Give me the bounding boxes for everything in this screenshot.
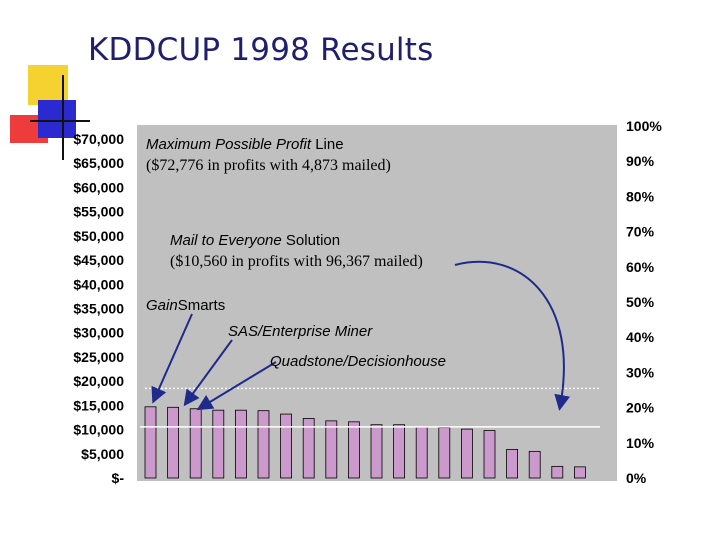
right-tick-label: 90% (626, 153, 655, 169)
left-tick-label: $35,000 (73, 301, 124, 317)
right-tick-label: 80% (626, 188, 655, 204)
quadstone-label: Quadstone/Decisionhouse (270, 353, 446, 370)
right-tick-label: 100% (626, 118, 662, 134)
left-tick-label: $55,000 (73, 204, 124, 220)
right-tick-label: 10% (626, 435, 655, 451)
bar (189, 408, 202, 479)
bar (438, 427, 451, 479)
max-profit-detail: ($72,776 in profits with 4,873 mailed) (146, 157, 391, 174)
slide-title: KDDCUP 1998 Results (88, 32, 434, 68)
mail-everyone-arrow (454, 260, 571, 411)
left-tick-label: $25,000 (73, 349, 124, 365)
bar (302, 418, 315, 479)
reference-lines (140, 387, 600, 428)
bar (393, 424, 406, 479)
left-tick-label: $15,000 (73, 397, 124, 413)
bar (460, 428, 473, 479)
quadstone-arrow (196, 361, 277, 411)
mail-everyone-label: Mail to Everyone Solution (170, 232, 340, 249)
mail-everyone-detail: ($10,560 in profits with 96,367 mailed) (170, 253, 423, 270)
bar (280, 413, 293, 479)
bar (370, 424, 383, 479)
right-tick-label: 30% (626, 364, 655, 380)
max-profit-label-italic: Maximum Possible Profit (146, 136, 312, 153)
right-tick-label: 0% (626, 470, 647, 486)
left-tick-label: $65,000 (73, 155, 124, 171)
deco-vertical-line (62, 75, 64, 160)
right-tick-label: 60% (626, 259, 655, 275)
left-tick-label: $10,000 (73, 422, 124, 438)
bar (234, 409, 247, 479)
bar (483, 430, 496, 479)
bar (415, 426, 428, 479)
bar (506, 449, 519, 479)
gainsmarts-label-italic: Gain (146, 297, 178, 314)
left-axis-ticks: $70,000 $65,000 $60,000 $55,000 $50,000 $45,0… (73, 131, 124, 486)
bar (528, 450, 541, 479)
bar (574, 466, 586, 479)
left-tick-label: $5,000 (81, 446, 124, 462)
deco-yellow-square (28, 65, 68, 105)
left-tick-label: $30,000 (73, 325, 124, 341)
gainsmarts-label-rest: Smarts (177, 297, 226, 314)
gainsmarts-label: GainSmarts (146, 297, 225, 314)
sas-label: SAS/Enterprise Miner (228, 323, 373, 340)
bar (144, 406, 157, 479)
sas-arrow (183, 339, 233, 407)
deco-horizontal-line (30, 120, 90, 122)
left-tick-label: $45,000 (73, 252, 124, 268)
left-tick-label: $40,000 (73, 276, 124, 292)
left-tick-label: $60,000 (73, 179, 124, 195)
bar (212, 409, 225, 479)
bar (551, 465, 564, 479)
left-tick-label: $70,000 (73, 131, 124, 147)
mail-everyone-label-italic: Mail to Everyone (170, 232, 282, 249)
right-axis-ticks: 100% 90% 80% 70% 60% 50% 40% 30% 20% 10% 0% (626, 118, 662, 486)
right-tick-label: 50% (626, 294, 655, 310)
max-profit-label: Maximum Possible Profit Line (146, 136, 344, 153)
bar-series (144, 406, 586, 479)
bar (167, 406, 180, 479)
annotation-arrows (151, 260, 571, 411)
left-tick-label: $20,000 (73, 373, 124, 389)
max-profit-label-rest: Line (311, 136, 344, 153)
deco-blue-square (38, 100, 76, 138)
gainsmarts-arrow (151, 313, 193, 404)
mail-everyone-label-rest: Solution (281, 232, 341, 249)
bar (257, 410, 270, 479)
bar (347, 421, 360, 479)
left-tick-label: $50,000 (73, 228, 124, 244)
bar (325, 420, 338, 479)
right-tick-label: 20% (626, 400, 655, 416)
left-tick-label: $- (112, 470, 125, 486)
right-tick-label: 70% (626, 224, 655, 240)
right-tick-label: 40% (626, 329, 655, 345)
